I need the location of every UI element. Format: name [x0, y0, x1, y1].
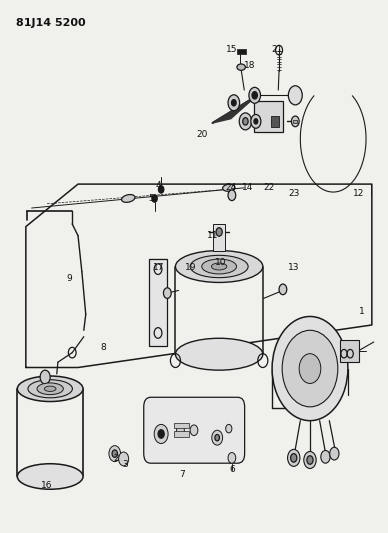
Circle shape: [282, 330, 338, 407]
Circle shape: [112, 450, 118, 457]
Text: 23: 23: [288, 189, 300, 198]
Circle shape: [291, 116, 299, 127]
Circle shape: [321, 450, 330, 463]
Ellipse shape: [190, 255, 248, 278]
Circle shape: [158, 185, 164, 193]
Circle shape: [251, 115, 261, 128]
Circle shape: [288, 449, 300, 466]
Ellipse shape: [17, 376, 83, 401]
Text: 19: 19: [185, 263, 197, 272]
Circle shape: [228, 95, 240, 111]
Circle shape: [272, 317, 348, 421]
Text: 24: 24: [225, 183, 236, 192]
Circle shape: [215, 434, 220, 441]
Text: 81J14 5200: 81J14 5200: [16, 18, 86, 28]
Ellipse shape: [121, 195, 135, 203]
Circle shape: [154, 424, 168, 443]
Circle shape: [228, 190, 236, 200]
Circle shape: [163, 288, 171, 298]
Text: 9: 9: [67, 273, 73, 282]
Circle shape: [307, 456, 313, 464]
Bar: [237, 49, 246, 54]
Circle shape: [243, 118, 248, 125]
Circle shape: [249, 87, 260, 103]
Ellipse shape: [237, 64, 246, 70]
Circle shape: [119, 452, 129, 466]
Circle shape: [232, 100, 236, 106]
Text: 6: 6: [229, 465, 235, 474]
Ellipse shape: [175, 251, 263, 282]
Text: 16: 16: [41, 481, 52, 490]
Circle shape: [212, 430, 223, 445]
Circle shape: [177, 425, 184, 435]
Text: 14: 14: [242, 183, 253, 192]
Ellipse shape: [211, 263, 227, 270]
Bar: [270, 116, 279, 127]
Circle shape: [226, 424, 232, 433]
Bar: [213, 224, 225, 251]
Circle shape: [254, 119, 258, 124]
Text: 4: 4: [156, 181, 161, 190]
FancyBboxPatch shape: [144, 397, 245, 463]
Ellipse shape: [28, 379, 73, 398]
Text: 13: 13: [288, 263, 300, 272]
Text: 7: 7: [179, 471, 185, 479]
Text: 20: 20: [197, 130, 208, 139]
Bar: [149, 259, 167, 346]
Circle shape: [288, 86, 302, 105]
Circle shape: [40, 370, 50, 384]
Text: 11: 11: [207, 231, 218, 240]
Circle shape: [109, 446, 121, 462]
Text: 18: 18: [244, 61, 256, 70]
Circle shape: [252, 92, 257, 99]
Text: 15: 15: [226, 45, 237, 54]
Bar: [340, 340, 359, 362]
Text: 17: 17: [153, 263, 164, 272]
Text: 5: 5: [149, 194, 154, 203]
Ellipse shape: [223, 184, 235, 191]
Bar: [254, 101, 283, 132]
Ellipse shape: [44, 386, 56, 391]
Bar: [174, 423, 189, 428]
Polygon shape: [213, 96, 256, 123]
Ellipse shape: [175, 338, 263, 370]
Circle shape: [304, 451, 316, 469]
Bar: [293, 120, 297, 123]
Circle shape: [330, 447, 339, 460]
Text: 1: 1: [359, 307, 365, 316]
Ellipse shape: [202, 259, 237, 274]
Circle shape: [299, 354, 321, 383]
Circle shape: [279, 284, 287, 295]
Text: 3: 3: [122, 460, 128, 469]
Text: 21: 21: [272, 45, 283, 54]
Ellipse shape: [17, 464, 83, 489]
Circle shape: [291, 454, 297, 462]
Text: 12: 12: [353, 189, 364, 198]
Circle shape: [216, 228, 222, 236]
Text: 10: 10: [215, 258, 226, 266]
Bar: [174, 431, 189, 437]
Circle shape: [228, 453, 236, 463]
Text: 22: 22: [264, 183, 275, 192]
Circle shape: [152, 195, 157, 202]
Circle shape: [190, 425, 198, 435]
Circle shape: [158, 430, 164, 438]
Circle shape: [239, 113, 251, 130]
Ellipse shape: [37, 383, 63, 394]
Text: 2: 2: [113, 455, 119, 463]
Text: 8: 8: [100, 343, 106, 352]
